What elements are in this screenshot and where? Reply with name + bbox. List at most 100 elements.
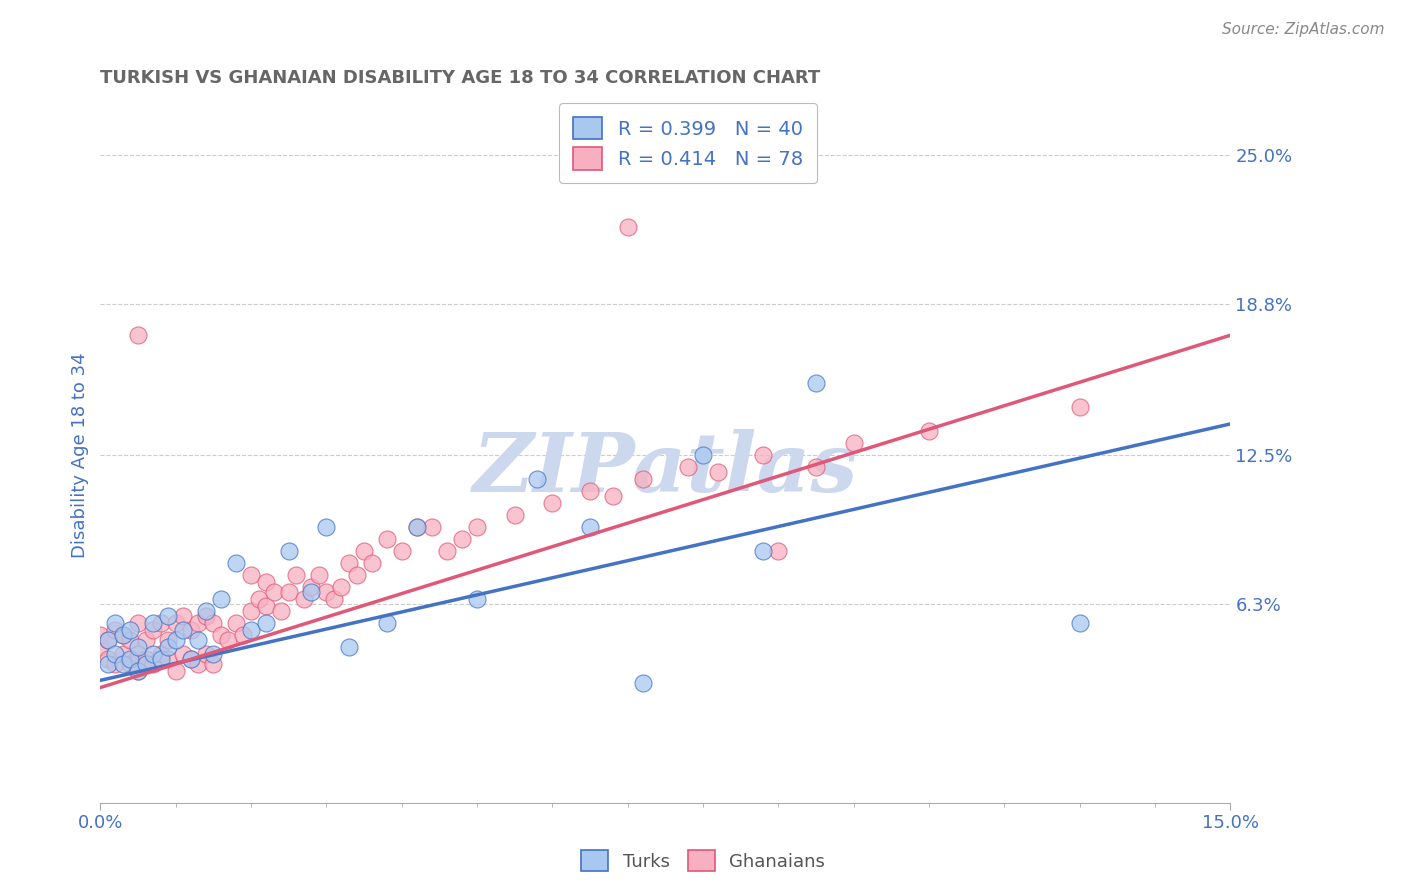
Point	[111, 657, 134, 671]
Point	[315, 584, 337, 599]
Point	[232, 628, 254, 642]
Point	[842, 436, 865, 450]
Point	[602, 489, 624, 503]
Point	[240, 623, 263, 637]
Point	[405, 520, 427, 534]
Point	[120, 632, 142, 647]
Point	[263, 584, 285, 599]
Point	[541, 496, 564, 510]
Point	[142, 615, 165, 630]
Point	[346, 568, 368, 582]
Point	[270, 604, 292, 618]
Point	[127, 664, 149, 678]
Point	[676, 460, 699, 475]
Point	[142, 623, 165, 637]
Point	[247, 591, 270, 606]
Point	[165, 615, 187, 630]
Point	[172, 623, 194, 637]
Point	[405, 520, 427, 534]
Point	[120, 623, 142, 637]
Point	[187, 632, 209, 647]
Point	[202, 647, 225, 661]
Point	[315, 520, 337, 534]
Point	[225, 615, 247, 630]
Point	[209, 591, 232, 606]
Point	[127, 640, 149, 654]
Point	[127, 615, 149, 630]
Point	[180, 652, 202, 666]
Point	[104, 623, 127, 637]
Point	[142, 647, 165, 661]
Point	[187, 657, 209, 671]
Point	[330, 580, 353, 594]
Point	[157, 652, 180, 666]
Point	[149, 652, 172, 666]
Point	[135, 657, 157, 671]
Point	[187, 615, 209, 630]
Point	[285, 568, 308, 582]
Point	[89, 628, 111, 642]
Point	[142, 657, 165, 671]
Text: Source: ZipAtlas.com: Source: ZipAtlas.com	[1222, 22, 1385, 37]
Point	[172, 608, 194, 623]
Point	[135, 652, 157, 666]
Point	[97, 632, 120, 647]
Text: TURKISH VS GHANAIAN DISABILITY AGE 18 TO 34 CORRELATION CHART: TURKISH VS GHANAIAN DISABILITY AGE 18 TO…	[100, 69, 821, 87]
Point	[451, 532, 474, 546]
Point	[1069, 615, 1091, 630]
Point	[157, 608, 180, 623]
Point	[225, 556, 247, 570]
Point	[180, 623, 202, 637]
Point	[240, 568, 263, 582]
Point	[804, 376, 827, 391]
Point	[194, 608, 217, 623]
Point	[157, 632, 180, 647]
Text: ZIPatlas: ZIPatlas	[472, 429, 858, 509]
Point	[202, 657, 225, 671]
Point	[579, 520, 602, 534]
Point	[254, 575, 277, 590]
Point	[97, 657, 120, 671]
Point	[135, 632, 157, 647]
Point	[420, 520, 443, 534]
Point	[436, 544, 458, 558]
Point	[768, 544, 790, 558]
Point	[240, 604, 263, 618]
Point	[104, 657, 127, 671]
Point	[89, 640, 111, 654]
Point	[111, 628, 134, 642]
Point	[127, 664, 149, 678]
Point	[97, 632, 120, 647]
Point	[157, 640, 180, 654]
Point	[194, 604, 217, 618]
Point	[579, 483, 602, 498]
Point	[180, 652, 202, 666]
Point	[254, 615, 277, 630]
Point	[172, 647, 194, 661]
Point	[375, 532, 398, 546]
Point	[353, 544, 375, 558]
Legend: Turks, Ghanaians: Turks, Ghanaians	[574, 843, 832, 879]
Point	[149, 647, 172, 661]
Point	[299, 580, 322, 594]
Point	[337, 556, 360, 570]
Point	[254, 599, 277, 613]
Point	[631, 675, 654, 690]
Point	[308, 568, 330, 582]
Point	[526, 472, 548, 486]
Point	[1069, 400, 1091, 414]
Point	[375, 615, 398, 630]
Point	[217, 632, 239, 647]
Point	[804, 460, 827, 475]
Point	[337, 640, 360, 654]
Point	[120, 657, 142, 671]
Point	[120, 652, 142, 666]
Point	[631, 472, 654, 486]
Point	[127, 647, 149, 661]
Point	[752, 448, 775, 462]
Point	[391, 544, 413, 558]
Point	[918, 424, 941, 438]
Point	[616, 220, 638, 235]
Point	[299, 584, 322, 599]
Point	[202, 615, 225, 630]
